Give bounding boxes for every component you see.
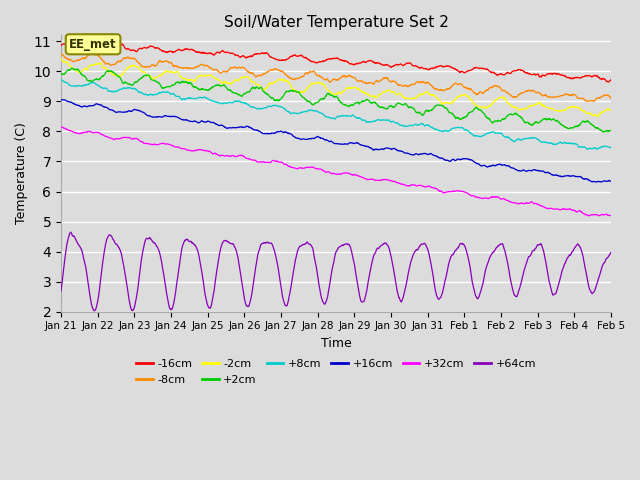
-8cm <box>291 77 298 83</box>
+64cm <box>91 308 99 313</box>
-8cm <box>590 99 598 105</box>
+16cm <box>312 134 320 140</box>
+2cm <box>291 88 298 94</box>
+2cm <box>68 65 76 71</box>
-2cm <box>607 108 615 114</box>
-16cm <box>302 55 310 60</box>
+32cm <box>122 134 130 140</box>
-8cm <box>312 71 320 77</box>
+8cm <box>584 146 592 152</box>
Line: +16cm: +16cm <box>61 100 611 182</box>
+64cm <box>57 288 65 294</box>
-2cm <box>122 67 130 72</box>
-16cm <box>57 43 65 48</box>
+32cm <box>302 165 310 170</box>
-16cm <box>291 52 298 58</box>
+32cm <box>57 124 65 130</box>
-2cm <box>302 87 310 93</box>
+64cm <box>123 281 131 287</box>
+16cm <box>302 136 310 142</box>
+16cm <box>122 109 130 115</box>
+64cm <box>371 251 378 257</box>
-2cm <box>291 87 298 93</box>
+64cm <box>100 249 108 254</box>
+8cm <box>607 145 615 151</box>
Text: EE_met: EE_met <box>69 38 117 51</box>
-8cm <box>100 59 108 65</box>
+2cm <box>100 72 108 78</box>
+2cm <box>302 97 310 103</box>
-2cm <box>312 80 319 86</box>
+2cm <box>607 128 615 133</box>
+8cm <box>312 108 319 114</box>
-8cm <box>302 70 310 76</box>
+8cm <box>122 85 130 91</box>
+64cm <box>303 240 310 246</box>
+16cm <box>58 97 66 103</box>
+2cm <box>57 71 65 77</box>
-16cm <box>371 60 378 65</box>
+64cm <box>67 229 74 235</box>
-2cm <box>57 55 65 61</box>
Line: +32cm: +32cm <box>61 127 611 216</box>
-8cm <box>607 96 615 101</box>
+16cm <box>57 97 65 103</box>
+16cm <box>291 134 298 140</box>
+64cm <box>312 264 320 270</box>
-16cm <box>76 37 84 43</box>
Line: +64cm: +64cm <box>61 232 611 311</box>
+16cm <box>100 104 108 110</box>
-16cm <box>122 46 130 52</box>
-2cm <box>370 93 378 99</box>
-16cm <box>312 60 320 66</box>
+32cm <box>100 132 108 138</box>
-2cm <box>100 65 108 71</box>
Line: -2cm: -2cm <box>61 58 611 116</box>
+8cm <box>370 119 378 124</box>
Legend: -16cm, -8cm, -2cm, +2cm, +8cm, +16cm, +32cm, +64cm: -16cm, -8cm, -2cm, +2cm, +8cm, +16cm, +3… <box>131 355 540 389</box>
+2cm <box>122 80 130 86</box>
Line: +8cm: +8cm <box>61 79 611 149</box>
+8cm <box>302 109 310 115</box>
-16cm <box>607 77 615 83</box>
-16cm <box>605 79 612 85</box>
+32cm <box>291 165 298 170</box>
Title: Soil/Water Temperature Set 2: Soil/Water Temperature Set 2 <box>223 15 449 30</box>
-8cm <box>122 56 130 61</box>
+8cm <box>57 76 65 82</box>
-16cm <box>100 45 108 51</box>
+64cm <box>291 259 299 265</box>
+32cm <box>585 213 593 219</box>
+16cm <box>592 180 600 185</box>
+16cm <box>371 147 378 153</box>
-2cm <box>595 113 602 119</box>
Line: +2cm: +2cm <box>61 68 611 132</box>
+32cm <box>370 177 378 183</box>
+32cm <box>312 166 319 171</box>
+8cm <box>100 85 108 91</box>
X-axis label: Time: Time <box>321 337 351 350</box>
Y-axis label: Temperature (C): Temperature (C) <box>15 122 28 225</box>
+16cm <box>607 179 615 184</box>
-8cm <box>88 50 96 56</box>
+8cm <box>291 110 298 116</box>
+2cm <box>371 100 378 106</box>
-8cm <box>57 51 65 57</box>
+64cm <box>607 250 615 255</box>
+32cm <box>607 213 615 219</box>
Line: -8cm: -8cm <box>61 53 611 102</box>
+2cm <box>600 129 607 135</box>
+2cm <box>312 100 320 106</box>
-8cm <box>371 80 378 86</box>
Line: -16cm: -16cm <box>61 40 611 82</box>
